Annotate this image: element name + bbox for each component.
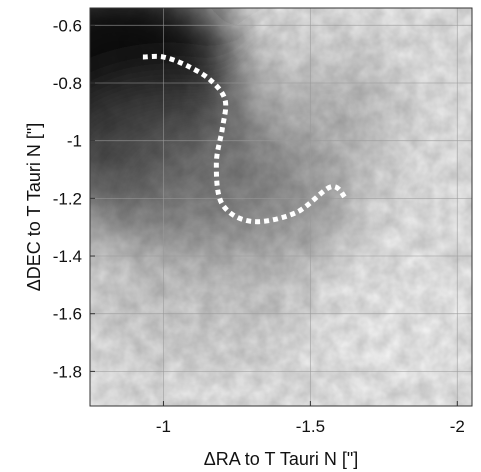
y-tick-label: -1.6 (53, 305, 82, 324)
grid-lines (90, 8, 472, 406)
overlay-layer (142, 53, 348, 225)
x-tick-label: -1 (156, 417, 171, 436)
y-tick-label: -0.8 (53, 74, 82, 93)
x-axis: -1 -1.5 -2 (156, 401, 465, 436)
y-axis: -0.6 -0.8 -1 -1.2 -1.4 -1.6 -1.8 (53, 16, 95, 381)
y-tick-label: -1 (67, 132, 82, 151)
y-tick-label: -0.6 (53, 16, 82, 35)
plot-frame (89, 7, 473, 407)
y-tick-label: -1.4 (53, 247, 82, 266)
y-axis-label: ΔDEC to T Tauri N ["] (24, 123, 44, 291)
x-axis-label: ΔRA to T Tauri N ["] (204, 449, 358, 469)
y-tick-label: -1.8 (53, 362, 82, 381)
x-tick-label: -2 (450, 417, 465, 436)
heatmap-image (90, 8, 472, 406)
x-tick-label: -1.5 (296, 417, 325, 436)
y-tick-label: -1.2 (53, 189, 82, 208)
dotted-trajectory-line (142, 53, 348, 225)
